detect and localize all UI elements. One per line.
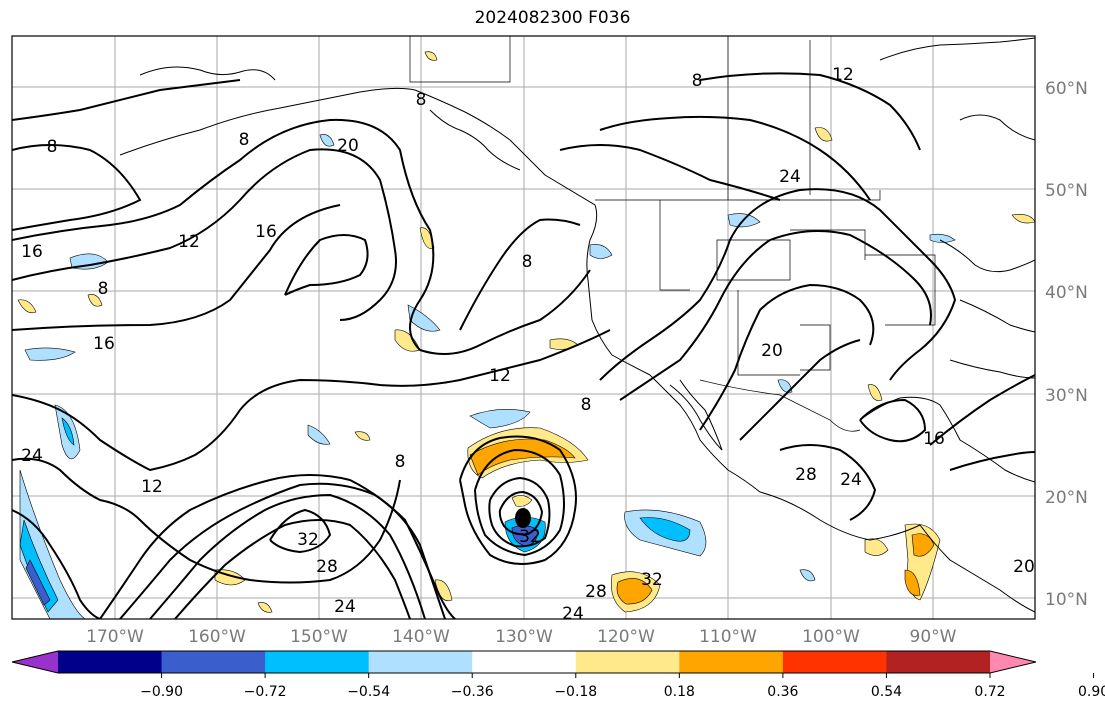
longitude-labels: 170°W 160°W 150°W 140°W 130°W 120°W 110°…: [86, 627, 957, 647]
contour-label-8c: 8: [692, 71, 703, 91]
contour-label-24e: 24: [840, 470, 862, 490]
contour-label-12b: 12: [141, 477, 163, 497]
contour-label-12: 12: [489, 366, 511, 386]
lon-label-110: 110°W: [699, 627, 757, 647]
lat-label-10: 10°N: [1045, 590, 1088, 610]
height-contours: [12, 72, 1035, 619]
shaded-field-positive: [17, 51, 1035, 613]
colorbar-tick-label: 0.36: [767, 684, 798, 700]
contour-label-24c: 24: [334, 597, 356, 617]
cyclone-center-label: 32: [519, 527, 541, 547]
colorbar-segment: [782, 651, 887, 673]
contour-label-28: 28: [316, 557, 338, 577]
contour-label-8g: 8: [522, 252, 533, 272]
contour-label-16c: 16: [21, 242, 43, 262]
lon-label-150: 150°W: [290, 627, 348, 647]
colorbar-outline: [11, 650, 1037, 674]
contour-label-8f: 8: [47, 137, 58, 157]
lat-label-40: 40°N: [1045, 283, 1088, 303]
contour-label-16b: 16: [923, 429, 945, 449]
contour-label-12c: 12: [832, 65, 854, 85]
colorbar-tick-label: 0.72: [974, 684, 1005, 700]
lat-label-50: 50°N: [1045, 181, 1088, 201]
lat-label-30: 30°N: [1045, 386, 1088, 406]
colorbar-segment: [265, 651, 370, 673]
colorbar-tick-label: −0.90: [140, 684, 183, 700]
colorbar-tick-label: 0.90: [1078, 684, 1105, 700]
colorbar-extend-low: [12, 651, 58, 673]
colorbar-tick-label: 0.18: [664, 684, 695, 700]
contour-label-8: 8: [98, 279, 109, 299]
coastlines: [119, 37, 1035, 613]
lon-label-130: 130°W: [495, 627, 553, 647]
colorbar-segment: [472, 651, 577, 673]
contour-label-8b: 8: [395, 452, 406, 472]
contour-label-28b: 28: [585, 582, 607, 602]
contour-label-20: 20: [337, 136, 359, 156]
colorbar-tick-label: −0.18: [554, 684, 597, 700]
latitude-labels: 60°N 50°N 40°N 30°N 20°N 10°N: [1045, 79, 1088, 610]
lon-label-160: 160°W: [188, 627, 246, 647]
colorbar-tick-label: −0.36: [451, 684, 494, 700]
lon-label-120: 120°W: [597, 627, 655, 647]
colorbar: −0.90 −0.72 −0.54 −0.36 −0.18 0.18 0.36 0.54 0.7…: [11, 650, 1105, 700]
map-plot-area: 20 8 16 12 8 24 12 28 32 28 24 24 28 16 …: [12, 36, 1035, 624]
lat-label-60: 60°N: [1045, 79, 1088, 99]
contour-label-8h: 8: [581, 395, 592, 415]
colorbar-segment: [58, 651, 163, 673]
colorbar-tick-label: −0.72: [244, 684, 287, 700]
contour-label-24: 24: [21, 446, 43, 466]
contour-label-24b: 24: [562, 604, 584, 624]
colorbar-segment: [575, 651, 680, 673]
lat-label-20: 20°N: [1045, 488, 1088, 508]
political-borders: [409, 36, 936, 432]
lon-label-90: 90°W: [910, 627, 957, 647]
colorbar-segment: [679, 651, 784, 673]
lon-label-100: 100°W: [802, 627, 860, 647]
figure-title: 2024082300 F036: [474, 8, 631, 28]
shaded-field-negative: [19, 134, 956, 619]
contour-label-16: 16: [93, 334, 115, 354]
contour-label-8e: 8: [239, 130, 250, 150]
contour-label-32: 32: [297, 530, 319, 550]
contour-label-12d: 12: [178, 232, 200, 252]
contour-label-20c: 20: [1013, 557, 1035, 577]
map-frame: [11, 35, 1036, 620]
colorbar-segment: [886, 651, 991, 673]
contour-label-16d: 16: [255, 222, 277, 242]
contour-label-24d: 24: [779, 167, 801, 187]
colorbar-tick-label: −0.54: [347, 684, 390, 700]
cyclone-center-marker: [515, 508, 531, 528]
colorbar-segment: [161, 651, 266, 673]
colorbar-segment: [368, 651, 473, 673]
lon-label-140: 140°W: [392, 627, 450, 647]
colorbar-extend-high: [990, 651, 1036, 673]
contour-label-20b: 20: [761, 341, 783, 361]
colorbar-tick-label: 0.54: [871, 684, 902, 700]
contour-labels: 20 8 16 12 8 24 12 28 32 28 24 24 28 16 …: [21, 65, 1035, 624]
contour-label-32b: 32: [641, 570, 663, 590]
contour-label-8d: 8: [416, 90, 427, 110]
lon-label-170: 170°W: [86, 627, 144, 647]
contour-label-28c: 28: [795, 465, 817, 485]
